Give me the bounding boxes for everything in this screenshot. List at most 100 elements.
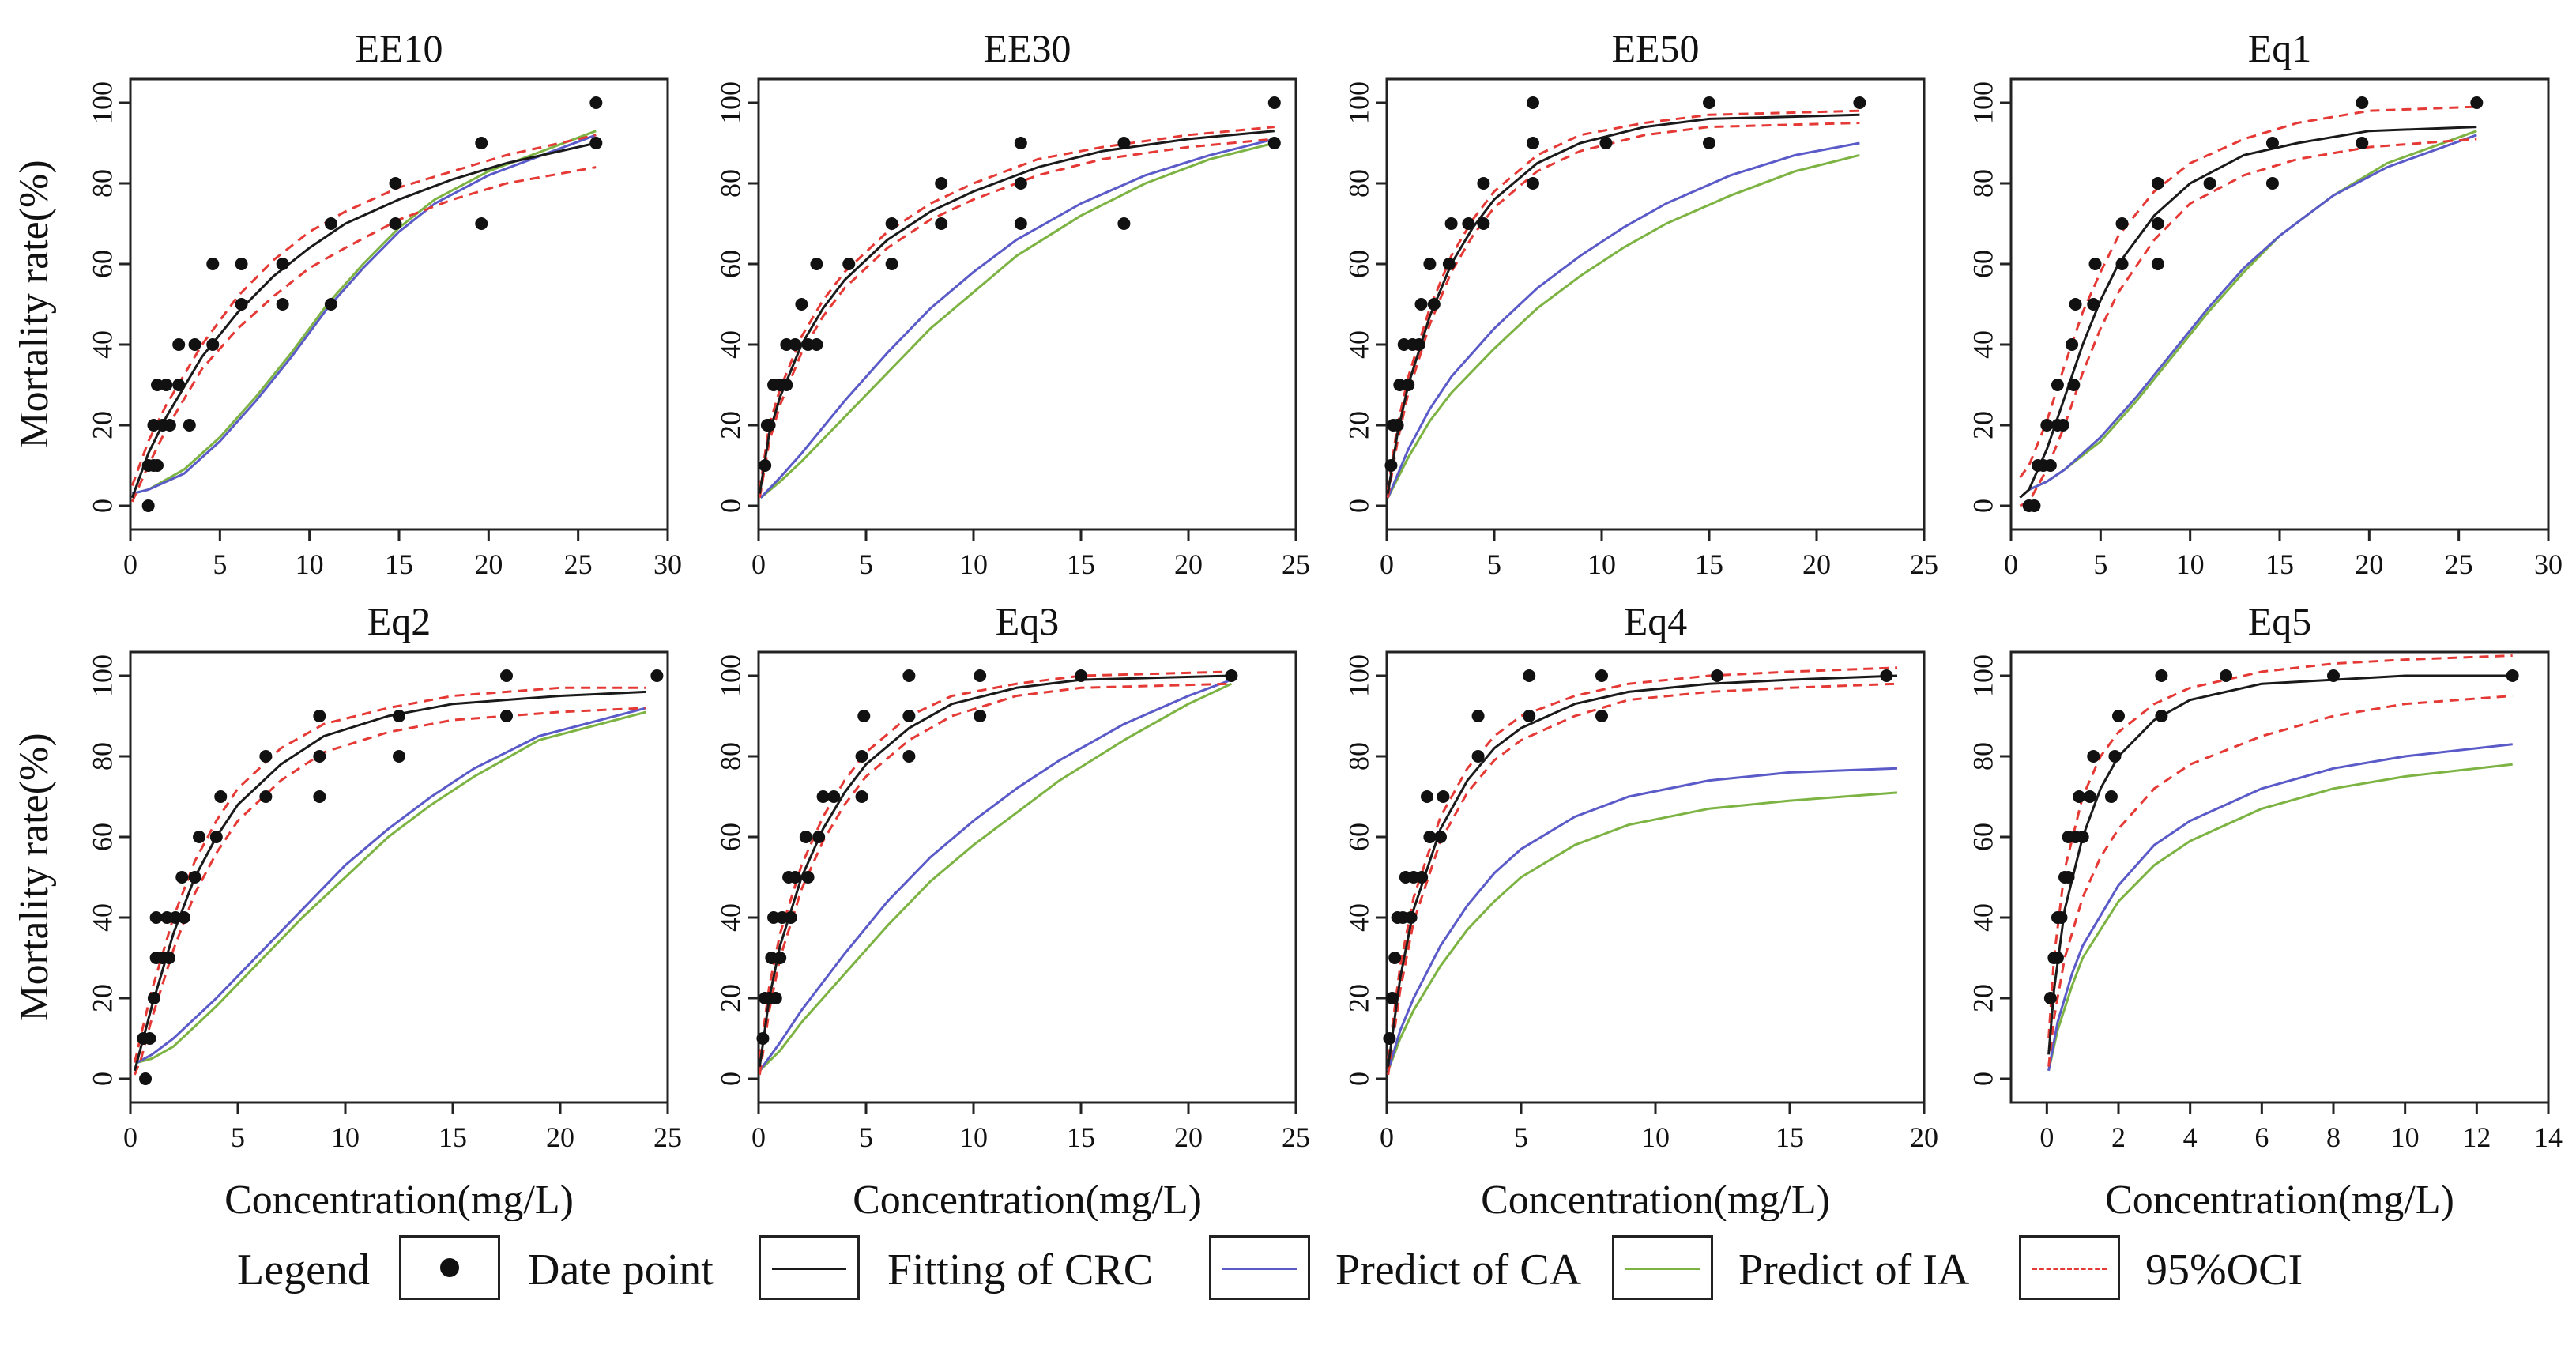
x-tick-label: 0 [123, 548, 137, 580]
data-point [902, 669, 916, 682]
data-point [902, 710, 916, 722]
oci-upper-line [758, 670, 1232, 1059]
data-point [2087, 298, 2100, 311]
data-point [2155, 669, 2168, 682]
y-tick-label: 20 [86, 984, 118, 1012]
data-point [2356, 137, 2369, 149]
data-point [1703, 137, 1715, 149]
data-point [313, 710, 326, 722]
data-point [1014, 217, 1027, 230]
data-point [1595, 669, 1608, 682]
y-tick-label: 60 [1967, 823, 1998, 851]
data-point [935, 217, 948, 230]
y-tick-label: 100 [1967, 654, 1998, 697]
data-point [885, 258, 898, 270]
y-tick-label: 0 [714, 499, 746, 513]
x-tick-label: 8 [2326, 1121, 2341, 1153]
data-point [1444, 217, 1458, 230]
y-tick-label: 20 [1967, 984, 1998, 1012]
panel-eq2: Eq2 0 5 10 15 20 25 0 20 40 60 80 100 Mortality rate(… [12, 599, 682, 1221]
data-point [1880, 669, 1893, 682]
data-point [175, 871, 189, 884]
data-point [139, 1072, 153, 1085]
x-tick-label: 5 [213, 548, 227, 580]
ia-series-line [2047, 763, 2513, 1072]
x-tick-label: 5 [231, 1121, 245, 1153]
x-tick-label: 0 [2039, 1121, 2054, 1153]
data-point [784, 911, 797, 924]
y-tick-label: 20 [714, 984, 746, 1012]
x-tick-label: 5 [859, 548, 873, 580]
data-point [500, 669, 513, 682]
x-tick-label: 25 [1282, 548, 1310, 580]
x-tick-label: 15 [385, 548, 413, 580]
panel-title: EE10 [355, 26, 443, 70]
y-tick-label: 60 [1967, 250, 1998, 278]
data-point [1434, 831, 1447, 843]
data-point [2115, 217, 2129, 230]
data-point [2470, 96, 2484, 109]
data-point [1404, 911, 1418, 924]
legend-swatch-crc [759, 1235, 860, 1300]
data-point [1117, 217, 1131, 230]
ca-series-line [136, 707, 647, 1064]
legend-label-oci: 95%OCI [2145, 1246, 2303, 1295]
crc-fit-line [1386, 113, 1860, 494]
panel-title: Eq3 [996, 599, 1060, 643]
ca-series-line [2028, 134, 2477, 491]
plot-frame [2009, 650, 2550, 1104]
data-point [393, 750, 405, 763]
data-point [1388, 952, 1402, 964]
data-point [1523, 669, 1536, 682]
y-tick-label: 40 [1343, 330, 1374, 359]
x-tick-label: 30 [653, 548, 682, 580]
data-point [389, 217, 402, 230]
data-point [1421, 790, 1433, 803]
data-point [2043, 992, 2057, 1004]
data-point [1471, 750, 1485, 763]
data-point [2108, 750, 2122, 763]
x-axis-label: Concentration(mg/L) [224, 1178, 574, 1221]
data-point [1385, 992, 1399, 1004]
panel-eq1: Eq1 0 5 10 15 20 25 30 0 20 40 60 80 100 [1967, 26, 2563, 580]
ia-series-line [759, 141, 1275, 499]
y-tick-label: 40 [1967, 330, 1998, 359]
oci-upper-line [1387, 666, 1898, 1059]
y-tick-label: 20 [86, 411, 118, 439]
x-tick-label: 5 [1514, 1121, 1528, 1153]
data-point [2043, 459, 2057, 472]
y-tick-label: 60 [714, 250, 746, 278]
data-point [2151, 217, 2164, 230]
data-point [774, 952, 787, 964]
data-point [2066, 338, 2079, 351]
ia-series-line [1387, 153, 1860, 499]
panel-eq4: Eq4 0 5 10 15 20 0 20 40 60 80 100 Concentration(mg/… [1343, 599, 1938, 1221]
x-tick-label: 12 [2462, 1121, 2491, 1153]
y-tick-label: 100 [1343, 81, 1374, 124]
x-tick-label: 14 [2534, 1121, 2563, 1153]
oci-upper-line [130, 134, 597, 487]
y-tick-label: 100 [714, 654, 746, 697]
x-tick-label: 4 [2183, 1121, 2198, 1153]
data-point [789, 871, 802, 884]
panel-ee30: EE30 0 5 10 15 20 25 0 20 40 60 80 100 [714, 26, 1310, 580]
y-tick-label: 0 [1967, 499, 1998, 513]
data-point [759, 459, 772, 472]
y-tick-label: 20 [714, 411, 746, 439]
data-point [235, 258, 248, 270]
x-tick-label: 5 [859, 1121, 873, 1153]
y-axis-label: Mortality rate(%) [12, 733, 57, 1021]
y-axis-label: Mortality rate(%) [12, 160, 57, 448]
data-point [780, 379, 793, 391]
data-point [188, 871, 201, 884]
data-point [178, 911, 190, 924]
data-point [763, 419, 776, 432]
data-point [193, 831, 206, 843]
x-tick-label: 20 [2355, 548, 2383, 580]
data-point [902, 750, 916, 763]
oci-lower-line [130, 166, 597, 503]
data-point [1415, 871, 1429, 884]
x-tick-label: 25 [1910, 548, 1938, 580]
legend-swatch-oci [2019, 1235, 2120, 1300]
